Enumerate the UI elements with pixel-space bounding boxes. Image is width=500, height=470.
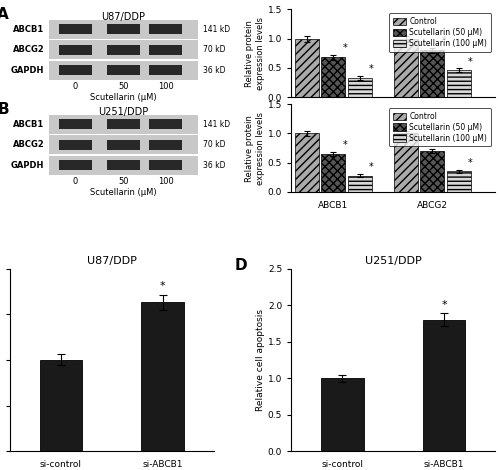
Text: 50: 50 — [118, 177, 128, 186]
Legend: Control, Scutellarin (50 μM), Scutellarin (100 μM): Control, Scutellarin (50 μM), Scutellari… — [389, 13, 491, 52]
Y-axis label: Relative protein
expression levels: Relative protein expression levels — [246, 111, 265, 185]
Bar — [394, 133, 418, 192]
Text: Scutellarin (μM): Scutellarin (μM) — [90, 93, 157, 102]
Bar — [48, 61, 199, 80]
Text: GAPDH: GAPDH — [11, 66, 44, 75]
Text: ABCG2: ABCG2 — [12, 140, 44, 149]
Bar — [107, 45, 140, 55]
Bar — [59, 65, 92, 75]
Bar — [447, 172, 470, 192]
Text: *: * — [343, 140, 347, 150]
Bar — [149, 140, 182, 149]
Text: A: A — [0, 7, 9, 22]
Bar — [48, 20, 199, 39]
Bar — [59, 119, 92, 129]
Text: *: * — [468, 158, 473, 168]
Text: U251/DDP: U251/DDP — [98, 107, 148, 117]
Bar — [107, 65, 140, 75]
Text: 36 kD: 36 kD — [202, 66, 225, 75]
Y-axis label: Relative cell apoptosis: Relative cell apoptosis — [256, 309, 265, 411]
Bar — [48, 156, 199, 174]
Text: *: * — [441, 300, 447, 310]
Bar — [107, 140, 140, 149]
Bar — [40, 360, 82, 451]
Y-axis label: Relative protein
expression levels: Relative protein expression levels — [246, 17, 265, 90]
Text: 50: 50 — [118, 82, 128, 91]
Bar — [348, 78, 372, 97]
Text: 141 kD: 141 kD — [202, 120, 230, 129]
Bar — [322, 57, 345, 97]
Bar — [149, 119, 182, 129]
Text: B: B — [0, 102, 9, 117]
Legend: Control, Scutellarin (50 μM), Scutellarin (100 μM): Control, Scutellarin (50 μM), Scutellari… — [389, 108, 491, 147]
Bar — [48, 40, 199, 59]
Bar — [321, 378, 364, 451]
Bar — [447, 70, 470, 97]
Text: 36 kD: 36 kD — [202, 161, 225, 170]
Bar — [142, 302, 184, 451]
Bar — [59, 160, 92, 170]
Bar — [149, 45, 182, 55]
Bar — [107, 160, 140, 170]
Bar — [295, 133, 319, 192]
Text: 0: 0 — [73, 82, 78, 91]
Bar — [348, 176, 372, 192]
Bar — [107, 24, 140, 34]
Bar — [322, 154, 345, 192]
Bar — [48, 135, 199, 154]
Text: ABCG2: ABCG2 — [12, 45, 44, 55]
Text: *: * — [468, 57, 473, 67]
Text: *: * — [442, 36, 446, 46]
Bar — [149, 24, 182, 34]
Text: *: * — [160, 282, 166, 291]
Bar — [422, 320, 466, 451]
Bar — [48, 115, 199, 133]
Bar — [394, 39, 418, 97]
Text: Scutellarin (μM): Scutellarin (μM) — [90, 188, 157, 196]
Bar — [59, 140, 92, 149]
Text: 100: 100 — [158, 82, 174, 91]
Text: 0: 0 — [73, 177, 78, 186]
Bar — [59, 24, 92, 34]
Bar — [59, 45, 92, 55]
Bar — [149, 65, 182, 75]
Text: 100: 100 — [158, 177, 174, 186]
Text: GAPDH: GAPDH — [11, 161, 44, 170]
Bar — [107, 119, 140, 129]
Text: ABCB1: ABCB1 — [13, 120, 44, 129]
Title: U87/DDP: U87/DDP — [87, 257, 137, 266]
Text: *: * — [442, 137, 446, 147]
Text: 70 kD: 70 kD — [202, 140, 225, 149]
Text: U87/DDP: U87/DDP — [102, 12, 146, 22]
Bar — [420, 50, 444, 97]
Text: ABCB1: ABCB1 — [13, 25, 44, 34]
Bar — [295, 39, 319, 97]
Text: 141 kD: 141 kD — [202, 25, 230, 34]
Text: D: D — [234, 258, 247, 273]
Text: *: * — [369, 162, 374, 172]
Text: 70 kD: 70 kD — [202, 45, 225, 55]
Text: *: * — [369, 64, 374, 74]
Text: *: * — [343, 43, 347, 53]
Bar — [420, 151, 444, 192]
Title: U251/DDP: U251/DDP — [364, 257, 422, 266]
Bar — [149, 160, 182, 170]
